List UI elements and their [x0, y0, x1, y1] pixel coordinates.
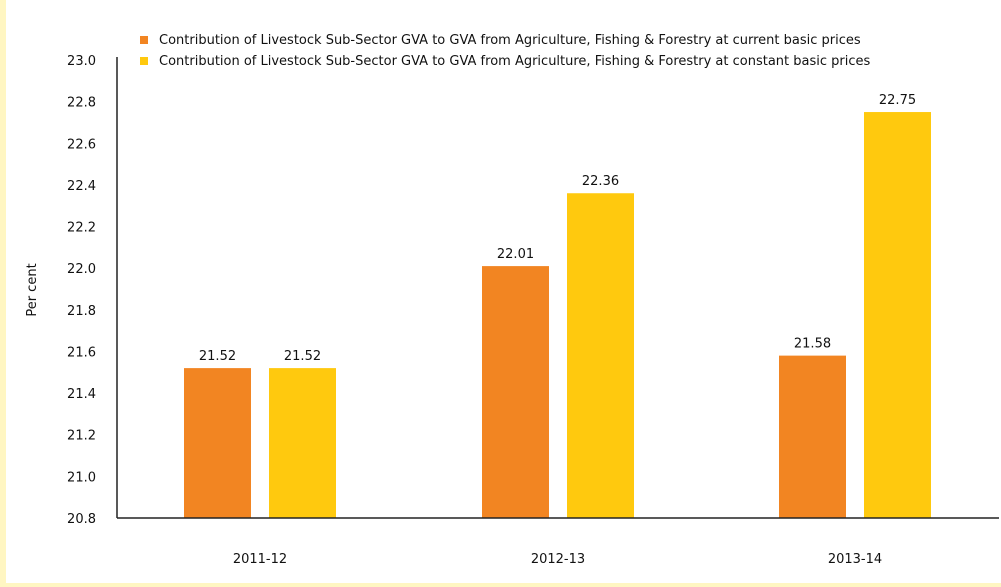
- y-tick-label: 20.8: [67, 512, 96, 527]
- bar-value-label: 22.75: [879, 93, 916, 108]
- y-tick-label: 21.8: [67, 304, 96, 319]
- bar: [482, 266, 549, 518]
- y-axis-ticks: 20.8 21.0 21.2 21.4 21.6 21.8 22.0 22.2 22.4 22.6…: [67, 54, 96, 527]
- y-tick-label: 22.4: [67, 179, 96, 194]
- chart-frame: Contribution of Livestock Sub-Sector GVA…: [6, 0, 1001, 583]
- y-tick-label: 21.2: [67, 429, 96, 444]
- bar-value-label: 21.52: [284, 349, 321, 364]
- value-labels: 21.52 21.52 22.01 22.36 21.58 22.75: [199, 93, 916, 364]
- legend: Contribution of Livestock Sub-Sector GVA…: [140, 33, 871, 69]
- x-axis-ticks: 2011-12 2012-13 2013-14: [233, 552, 882, 567]
- bar-value-label: 21.58: [794, 337, 831, 352]
- y-tick-label: 22.0: [67, 262, 96, 277]
- bar-value-label: 22.36: [582, 174, 619, 189]
- x-tick-label: 2013-14: [828, 552, 882, 567]
- y-tick-label: 21.6: [67, 345, 96, 360]
- y-axis-title: Per cent: [25, 263, 40, 316]
- legend-label-constant: Contribution of Livestock Sub-Sector GVA…: [159, 54, 871, 69]
- bars: [184, 112, 931, 518]
- legend-swatch-constant: [140, 57, 148, 65]
- bar-chart: Contribution of Livestock Sub-Sector GVA…: [25, 33, 999, 567]
- bar-value-label: 22.01: [497, 247, 534, 262]
- y-tick-label: 22.8: [67, 96, 96, 111]
- bar: [567, 193, 634, 518]
- y-tick-label: 22.6: [67, 137, 96, 152]
- bar: [269, 368, 336, 518]
- y-tick-label: 22.2: [67, 221, 96, 236]
- y-tick-label: 21.4: [67, 387, 96, 402]
- y-tick-label: 23.0: [67, 54, 96, 69]
- x-tick-label: 2012-13: [531, 552, 585, 567]
- bar: [864, 112, 931, 518]
- bar: [779, 355, 846, 518]
- legend-label-current: Contribution of Livestock Sub-Sector GVA…: [159, 33, 861, 48]
- y-tick-label: 21.0: [67, 470, 96, 485]
- legend-swatch-current: [140, 36, 148, 44]
- x-tick-label: 2011-12: [233, 552, 287, 567]
- bar-value-label: 21.52: [199, 349, 236, 364]
- bar: [184, 368, 251, 518]
